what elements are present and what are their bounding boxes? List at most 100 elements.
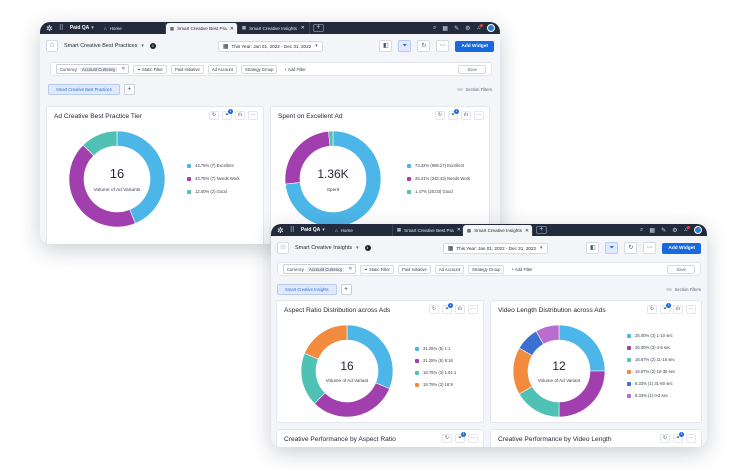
view-toggle-button[interactable]: ◧: [379, 40, 393, 52]
donut-slice-1-10-sec[interactable]: [558, 324, 606, 372]
more-icon[interactable]: ⋯: [474, 111, 484, 120]
currency-filter[interactable]: Currency Account Currency ✕: [56, 64, 130, 74]
apps-grid-icon[interactable]: ⠿: [289, 227, 295, 234]
gear-icon[interactable]: ⚙: [465, 25, 471, 32]
legend-item[interactable]: 18.75% (3) 1.91:1: [415, 370, 456, 375]
legend-item[interactable]: 31.25% (5) 1:1: [415, 346, 456, 351]
legend-item[interactable]: 12.50% (2) Good: [187, 189, 240, 194]
tab-smart-creative-insights[interactable]: ▦ Smart Creative Insights ✕: [462, 225, 533, 236]
legend-item[interactable]: 25.00% (3) 1-10 sec: [627, 333, 675, 338]
paid-initiative-filter[interactable]: Paid Initiative: [397, 264, 431, 274]
close-icon[interactable]: ✕: [348, 266, 353, 272]
add-widget-button[interactable]: Add Widget: [455, 40, 494, 52]
date-range-picker[interactable]: ▦ This Year: Jan 01, 2022 - Dec 31, 2022 ▾: [217, 40, 323, 52]
refresh-icon[interactable]: ↻: [647, 305, 657, 314]
filter-icon[interactable]: ⏷: [442, 303, 453, 314]
filter-icon[interactable]: ⏷: [222, 109, 233, 120]
legend-item[interactable]: 73.32% (999.27) Excellent: [407, 163, 470, 168]
donut-slice-11-15-sec[interactable]: [518, 386, 560, 418]
legend-item[interactable]: 8.33% (1) 31-60 sec: [627, 381, 675, 386]
legend-item[interactable]: 8.33% (1) 0-3 sec: [627, 393, 675, 398]
add-filter-button[interactable]: + Add Filter: [508, 265, 536, 273]
donut-slice-good[interactable]: [328, 130, 334, 147]
legend-item[interactable]: 31.25% (5) 9:16: [415, 358, 456, 363]
filter-icon[interactable]: ⏷: [660, 303, 671, 314]
filter-icon[interactable]: ⏷: [673, 432, 684, 443]
add-section-button[interactable]: +: [123, 83, 135, 95]
new-tab-button[interactable]: +: [312, 24, 324, 32]
app-logo-icon[interactable]: ✲: [277, 225, 284, 235]
calendar-icon[interactable]: ▦: [442, 25, 449, 32]
static-filter-button[interactable]: ⏷ Static Filter: [360, 264, 394, 274]
donut-slice-needs-work[interactable]: [68, 144, 136, 228]
filter-icon[interactable]: ⏷: [448, 109, 459, 120]
more-icon[interactable]: ⋯: [468, 434, 478, 443]
refresh-icon[interactable]: ↻: [442, 434, 452, 443]
pencil-icon[interactable]: ✎: [454, 25, 460, 32]
refresh-icon[interactable]: ↻: [429, 305, 439, 314]
new-tab-button[interactable]: +: [535, 226, 547, 234]
add-filter-button[interactable]: + Add Filter: [281, 65, 309, 73]
legend-item[interactable]: 1.47% (20.03) Good: [407, 189, 470, 194]
date-range-picker[interactable]: ▦ This Year: Jan 01, 2022 - Dec 31, 2022 ▾: [442, 242, 548, 254]
add-section-button[interactable]: +: [340, 283, 352, 295]
donut-slice-0-3-sec[interactable]: [535, 324, 560, 345]
legend-item[interactable]: 16.67% (2) 11-15 sec: [627, 357, 675, 362]
chart-type-icon[interactable]: ılı: [673, 305, 683, 314]
filter-button[interactable]: ⏷: [605, 242, 619, 254]
apps-grid-icon[interactable]: ⠿: [58, 25, 64, 32]
strategy-group-filter[interactable]: Strategy Group: [468, 264, 505, 274]
more-icon[interactable]: ⋯: [468, 305, 478, 314]
tab-smart-creative-insights[interactable]: ▦ Smart Creative Insights ✕: [238, 22, 310, 34]
calendar-icon[interactable]: ▦: [649, 227, 656, 234]
save-button[interactable]: Save: [667, 264, 695, 274]
donut-slice-16-9[interactable]: [304, 324, 348, 360]
search-icon[interactable]: ⌕: [640, 226, 644, 233]
ad-account-filter[interactable]: Ad Account: [434, 264, 465, 274]
tab-home[interactable]: ⌂ Home: [331, 224, 393, 236]
gear-icon[interactable]: ⚙: [672, 227, 678, 234]
legend-item[interactable]: 43.75% (7) Excellent: [187, 163, 240, 168]
paid-initiative-filter[interactable]: Paid Initiative: [170, 64, 204, 74]
tab-smart-creative-best-practices[interactable]: ▦ Smart Creative Best Pra ✕: [393, 224, 463, 236]
workspace-selector[interactable]: Paid QA: [69, 25, 90, 31]
refresh-button[interactable]: ↻: [417, 40, 431, 52]
close-icon[interactable]: ✕: [121, 66, 126, 72]
close-icon[interactable]: ✕: [300, 25, 305, 31]
close-icon[interactable]: ✕: [524, 227, 530, 234]
avatar[interactable]: [487, 24, 495, 32]
info-icon[interactable]: i: [364, 245, 371, 251]
info-icon[interactable]: i: [149, 43, 156, 49]
section-tab[interactable]: Smart Creative Best Practices: [48, 83, 120, 95]
view-toggle-button[interactable]: ◧: [586, 242, 600, 254]
refresh-button[interactable]: ↻: [624, 242, 638, 254]
strategy-group-filter[interactable]: Strategy Group: [241, 64, 278, 74]
section-filters-toggle[interactable]: Section Filters: [666, 287, 701, 292]
save-button[interactable]: Save: [458, 64, 486, 74]
tab-smart-creative-best-practices[interactable]: ▦ Smart Creative Best Pra ✕: [165, 23, 238, 34]
chevron-down-icon[interactable]: ▾: [91, 25, 94, 31]
tab-home[interactable]: ⌂ Home: [100, 22, 166, 34]
close-icon[interactable]: ✕: [456, 227, 461, 233]
app-logo-icon[interactable]: ✲: [46, 23, 53, 33]
section-filters-toggle[interactable]: Section Filters: [457, 87, 492, 92]
more-button[interactable]: ⋯: [436, 40, 450, 52]
chevron-down-icon[interactable]: ▾: [322, 227, 325, 233]
donut-slice-9-16[interactable]: [314, 382, 390, 418]
more-button[interactable]: ⋯: [643, 242, 657, 254]
refresh-icon[interactable]: ↻: [209, 111, 219, 120]
currency-filter[interactable]: Currency Account Currency ✕: [283, 264, 357, 274]
dashboard-title[interactable]: Smart Creative Best Practices: [64, 43, 138, 49]
bell-icon[interactable]: ♫: [683, 226, 690, 233]
donut-slice-good[interactable]: [82, 130, 118, 157]
close-icon[interactable]: ✕: [229, 25, 234, 32]
bell-icon[interactable]: ♫: [476, 24, 483, 31]
more-icon[interactable]: ⋯: [248, 111, 258, 120]
star-icon[interactable]: ☆: [46, 40, 58, 52]
more-icon[interactable]: ⋯: [686, 434, 696, 443]
star-icon[interactable]: ☆: [277, 242, 289, 254]
chart-type-icon[interactable]: ılı: [235, 111, 245, 120]
pencil-icon[interactable]: ✎: [661, 227, 667, 234]
chart-type-icon[interactable]: ılı: [455, 305, 465, 314]
refresh-icon[interactable]: ↻: [660, 434, 670, 443]
